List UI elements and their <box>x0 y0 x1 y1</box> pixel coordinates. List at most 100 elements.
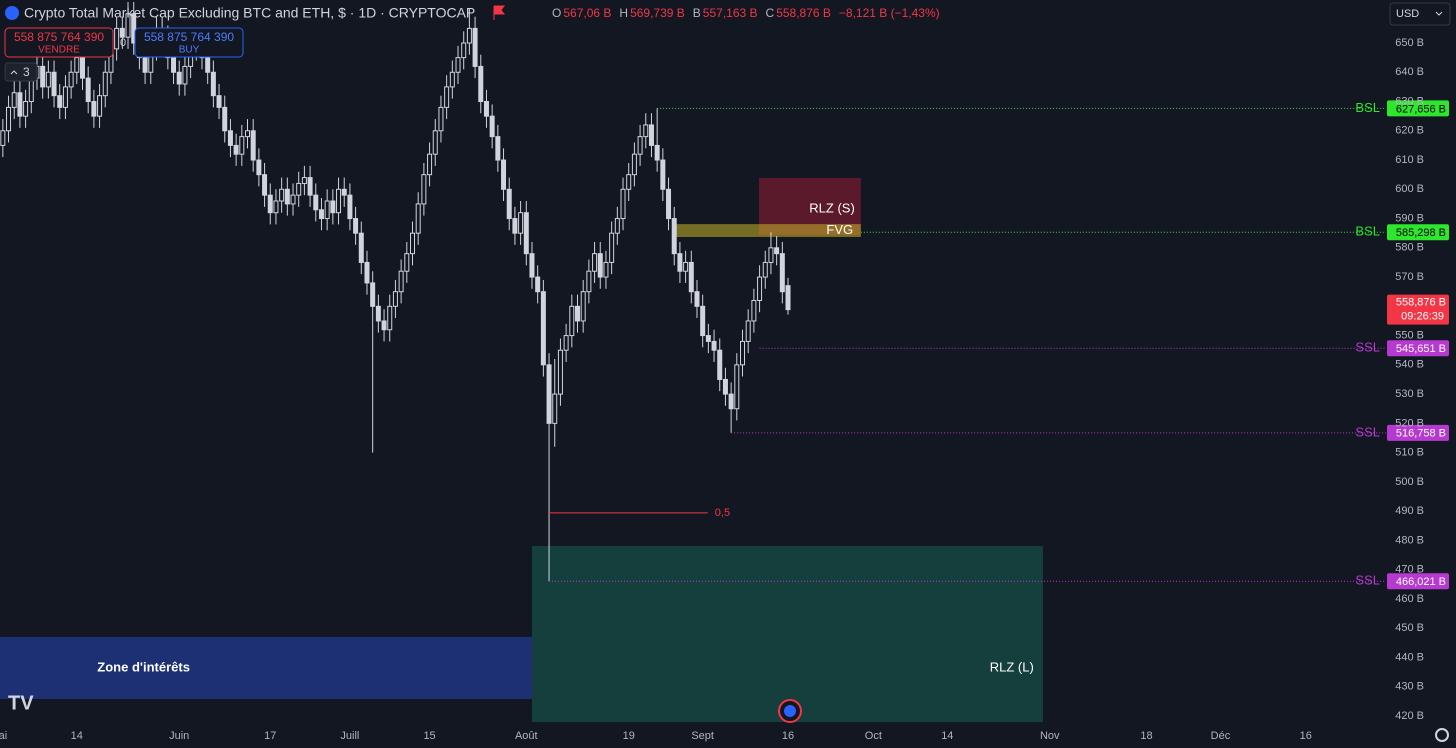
candle-body <box>478 65 484 103</box>
x-tick-label: Sept <box>691 730 714 742</box>
candle-body <box>717 349 723 380</box>
candle-body <box>245 130 250 138</box>
candle-body <box>586 270 592 293</box>
sell-price[interactable]: 558 875 764 390 <box>14 30 104 44</box>
candle-body <box>392 291 398 307</box>
indicators-count[interactable]: 3 <box>23 65 30 79</box>
x-tick-label: 14 <box>941 730 953 742</box>
x-tick-label: Juin <box>169 730 189 742</box>
candle-body <box>552 393 558 424</box>
candle-body <box>518 212 524 234</box>
candle-body <box>398 270 404 293</box>
candle-body <box>91 101 97 117</box>
candle-body <box>216 95 222 108</box>
toolbar: Crypto Total Market Cap Excluding BTC an… <box>4 2 1451 742</box>
chevron[interactable] <box>10 70 18 75</box>
candle-body <box>728 393 734 410</box>
currency-box[interactable] <box>1389 2 1451 26</box>
buy-price[interactable]: 558 875 764 390 <box>144 30 234 44</box>
zone-label: RLZ (L) <box>990 659 1034 674</box>
y-tick-label: 650 B <box>1395 37 1424 49</box>
y-tick-label: 440 B <box>1395 651 1424 663</box>
plot: Zone d'intérêts RLZ (L)RLZ (S)FVG0,5BSLBS… <box>0 2 1386 723</box>
candle-body <box>97 95 103 117</box>
candle-body <box>171 57 177 73</box>
candle-body <box>131 13 137 44</box>
candle-body <box>535 276 541 293</box>
events-flag[interactable] <box>784 705 796 717</box>
candle-body <box>762 261 768 278</box>
zone-label: RLZ (S) <box>809 201 855 216</box>
buy-button[interactable]: 558 875 764 390 BUY <box>134 27 244 58</box>
candle-body <box>114 27 120 50</box>
y-tick-label: 510 B <box>1395 447 1424 459</box>
candle-body <box>23 101 29 117</box>
zone <box>674 224 861 237</box>
candle-body <box>501 159 507 190</box>
candle-body <box>694 291 700 307</box>
candle-body <box>722 378 728 395</box>
candle-body <box>734 364 740 410</box>
candle-body <box>614 218 620 234</box>
candle-body <box>529 253 535 278</box>
y-tick-label: 620 B <box>1395 125 1424 137</box>
candle-body <box>176 71 182 85</box>
candle-body <box>569 305 575 337</box>
candle-body <box>256 159 262 176</box>
candle-body <box>62 86 68 108</box>
candle-body <box>74 57 80 73</box>
y-tick-label: 600 B <box>1395 183 1424 195</box>
candle-body <box>631 153 637 176</box>
candle-body <box>85 77 91 103</box>
last-price-label: 558,876 B <box>1396 297 1446 309</box>
candle-body <box>472 27 478 67</box>
candle-body <box>142 57 148 73</box>
candle-body <box>45 71 51 88</box>
candle-body <box>51 71 57 97</box>
y-tick-label: 490 B <box>1395 505 1424 517</box>
chevron[interactable] <box>1435 11 1443 16</box>
buy-label[interactable]: BUY <box>179 45 200 56</box>
currency[interactable]: USD <box>1396 8 1419 20</box>
candle-body <box>512 218 518 234</box>
candle-body <box>222 106 228 132</box>
candle-body <box>381 320 387 331</box>
currency-select[interactable]: USD <box>1389 2 1451 26</box>
y-tick-label: 470 B <box>1395 564 1424 576</box>
spread: 0 <box>120 37 126 49</box>
indicators-toggle[interactable]: 3 <box>4 62 38 82</box>
settings-icon[interactable] <box>1435 728 1449 742</box>
symbol-icon <box>5 6 19 20</box>
flag-icon[interactable] <box>493 5 505 20</box>
sell-label[interactable]: VENDRE <box>38 45 80 56</box>
y-tick-label: 580 B <box>1395 242 1424 254</box>
candle-body <box>301 177 307 184</box>
zone <box>531 545 1043 723</box>
candle-body <box>432 130 438 155</box>
candle-body <box>370 282 376 307</box>
candle-body <box>68 71 74 88</box>
candle-body <box>563 335 569 351</box>
ohlc-key: B <box>693 6 701 20</box>
candle-body <box>17 92 23 117</box>
sell-button[interactable]: 558 875 764 390 VENDRE <box>4 27 114 58</box>
candle-body <box>757 276 763 301</box>
level-tag-label: 466,021 B <box>1396 576 1446 588</box>
symbol-title: Crypto Total Market Cap Excluding BTC an… <box>24 5 475 21</box>
candle-body <box>262 174 268 196</box>
y-tick-label: 530 B <box>1395 388 1424 400</box>
candle-body <box>683 261 689 272</box>
countdown: 09:26:39 <box>1401 311 1444 323</box>
ohlc-value: 569,739 B <box>630 6 685 20</box>
level-tag-label: 627,656 B <box>1396 103 1446 115</box>
x-tick-label: 15 <box>423 730 435 742</box>
candle-body <box>102 71 108 97</box>
y-tick-label: 610 B <box>1395 154 1424 166</box>
sell-box[interactable] <box>4 27 114 58</box>
level-tag-label: 585,298 B <box>1396 227 1446 239</box>
level-tag-label: 545,651 B <box>1396 343 1446 355</box>
indicators-box[interactable] <box>4 62 38 82</box>
buy-box[interactable] <box>134 27 244 58</box>
